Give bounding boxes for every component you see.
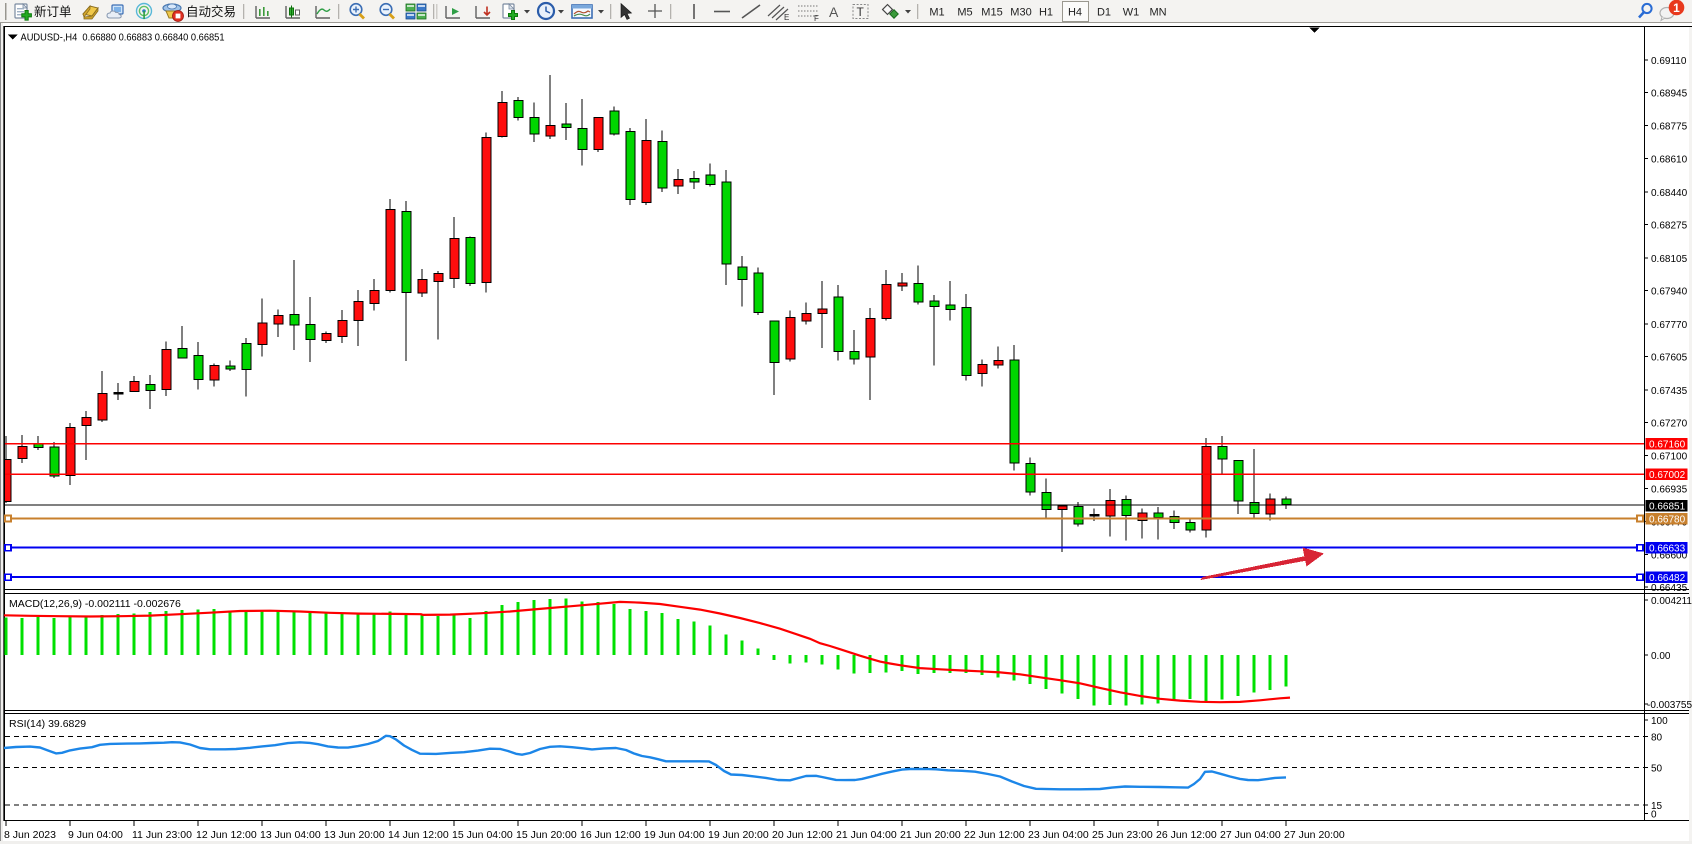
svg-text:19 Jun 04:00: 19 Jun 04:00 bbox=[644, 829, 705, 841]
svg-text:0.66600: 0.66600 bbox=[1651, 551, 1688, 562]
svg-text:0.66935: 0.66935 bbox=[1651, 485, 1688, 496]
svg-text:0.00: 0.00 bbox=[1651, 651, 1671, 662]
svg-text:50: 50 bbox=[1651, 764, 1663, 775]
svg-text:19 Jun 20:00: 19 Jun 20:00 bbox=[708, 829, 769, 841]
svg-text:0.66482: 0.66482 bbox=[1649, 573, 1686, 584]
svg-text:100: 100 bbox=[1651, 716, 1668, 727]
svg-text:13 Jun 20:00: 13 Jun 20:00 bbox=[324, 829, 385, 841]
svg-text:0.004211: 0.004211 bbox=[1651, 596, 1692, 607]
svg-text:M30: M30 bbox=[1010, 7, 1031, 19]
svg-text:W1: W1 bbox=[1123, 7, 1140, 19]
svg-text:8 Jun 2023: 8 Jun 2023 bbox=[4, 829, 56, 841]
svg-text:RSI(14) 39.6829: RSI(14) 39.6829 bbox=[9, 718, 86, 730]
svg-text:M5: M5 bbox=[957, 7, 972, 19]
svg-text:0.67770: 0.67770 bbox=[1651, 320, 1688, 331]
svg-text:13 Jun 04:00: 13 Jun 04:00 bbox=[260, 829, 321, 841]
svg-text:0.67002: 0.67002 bbox=[1649, 470, 1686, 481]
svg-text:自动交易: 自动交易 bbox=[186, 4, 236, 19]
svg-text:新订单: 新订单 bbox=[34, 4, 72, 19]
svg-text:0.68775: 0.68775 bbox=[1651, 122, 1688, 133]
svg-text:-0.003755: -0.003755 bbox=[1647, 700, 1692, 711]
svg-text:15: 15 bbox=[1651, 801, 1663, 812]
svg-text:25 Jun 23:00: 25 Jun 23:00 bbox=[1092, 829, 1153, 841]
svg-text:80: 80 bbox=[1651, 733, 1663, 744]
svg-text:0.66780: 0.66780 bbox=[1649, 515, 1686, 526]
svg-text:11 Jun 23:00: 11 Jun 23:00 bbox=[132, 829, 192, 841]
svg-text:F: F bbox=[814, 14, 819, 23]
svg-text:M1: M1 bbox=[929, 7, 944, 19]
svg-text:14 Jun 12:00: 14 Jun 12:00 bbox=[388, 829, 449, 841]
svg-text:22 Jun 12:00: 22 Jun 12:00 bbox=[964, 829, 1025, 841]
svg-text:0: 0 bbox=[1651, 810, 1657, 821]
svg-text:26 Jun 12:00: 26 Jun 12:00 bbox=[1156, 829, 1217, 841]
svg-text:H4: H4 bbox=[1068, 7, 1082, 19]
svg-text:9 Jun 04:00: 9 Jun 04:00 bbox=[68, 829, 123, 841]
svg-text:0.67605: 0.67605 bbox=[1651, 353, 1688, 364]
svg-text:H1: H1 bbox=[1039, 7, 1053, 19]
svg-text:15 Jun 04:00: 15 Jun 04:00 bbox=[452, 829, 513, 841]
svg-text:0.69110: 0.69110 bbox=[1651, 56, 1687, 67]
svg-text:0.66851: 0.66851 bbox=[1649, 502, 1686, 513]
svg-text:0.68275: 0.68275 bbox=[1651, 221, 1688, 232]
svg-text:21 Jun 04:00: 21 Jun 04:00 bbox=[836, 829, 897, 841]
svg-text:12 Jun 12:00: 12 Jun 12:00 bbox=[196, 829, 257, 841]
svg-text:D1: D1 bbox=[1097, 7, 1111, 19]
svg-text:0.67160: 0.67160 bbox=[1649, 440, 1686, 451]
svg-text:T: T bbox=[857, 5, 865, 19]
svg-text:M15: M15 bbox=[981, 7, 1002, 19]
svg-text:27 Jun 20:00: 27 Jun 20:00 bbox=[1284, 829, 1345, 841]
svg-text:0.67940: 0.67940 bbox=[1651, 287, 1688, 298]
svg-text:0.67100: 0.67100 bbox=[1651, 452, 1688, 463]
svg-text:0.68945: 0.68945 bbox=[1651, 89, 1688, 100]
svg-text:20 Jun 12:00: 20 Jun 12:00 bbox=[772, 829, 833, 841]
svg-text:AUDUSD-,H4 0.66880 0.66883 0.: AUDUSD-,H4 0.66880 0.66883 0.66840 0.668… bbox=[21, 32, 225, 44]
svg-text:E: E bbox=[784, 13, 789, 22]
svg-text:0.66435: 0.66435 bbox=[1651, 583, 1688, 594]
svg-text:0.68610: 0.68610 bbox=[1651, 155, 1688, 166]
svg-text:27 Jun 04:00: 27 Jun 04:00 bbox=[1220, 829, 1281, 841]
svg-text:0.68105: 0.68105 bbox=[1651, 254, 1688, 265]
svg-text:23 Jun 04:00: 23 Jun 04:00 bbox=[1028, 829, 1089, 841]
svg-text:1: 1 bbox=[1673, 1, 1680, 15]
svg-text:A: A bbox=[829, 4, 839, 20]
svg-text:21 Jun 20:00: 21 Jun 20:00 bbox=[900, 829, 961, 841]
svg-text:MACD(12,26,9) -0.002111 -0.002: MACD(12,26,9) -0.002111 -0.002676 bbox=[9, 598, 181, 610]
svg-text:0.67270: 0.67270 bbox=[1651, 419, 1688, 430]
svg-text:0.68440: 0.68440 bbox=[1651, 188, 1688, 199]
svg-text:MN: MN bbox=[1149, 7, 1166, 19]
svg-text:16 Jun 12:00: 16 Jun 12:00 bbox=[580, 829, 641, 841]
svg-text:15 Jun 20:00: 15 Jun 20:00 bbox=[516, 829, 577, 841]
svg-text:0.67435: 0.67435 bbox=[1651, 386, 1688, 397]
svg-text:0.66633: 0.66633 bbox=[1649, 544, 1686, 555]
